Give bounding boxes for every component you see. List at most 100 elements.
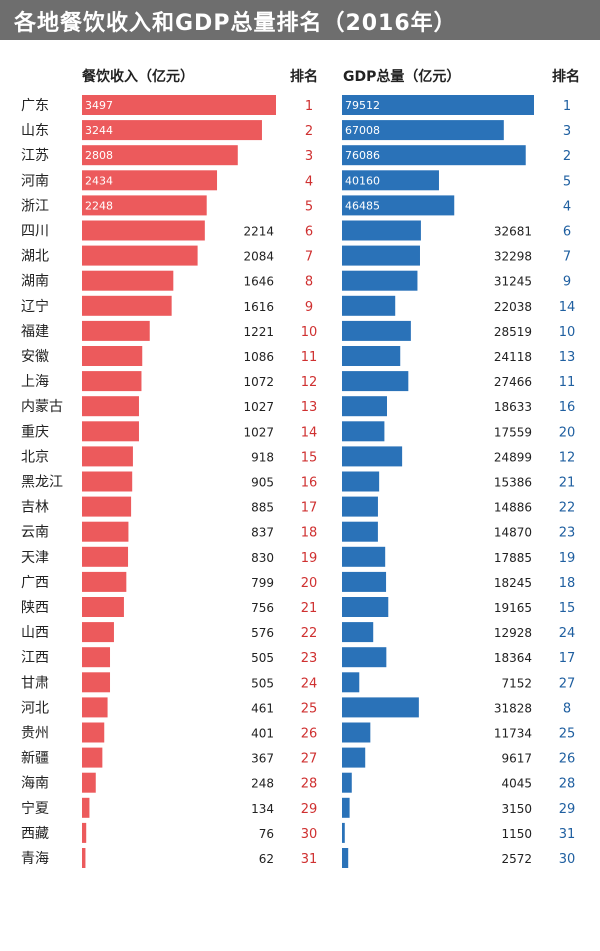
gdp-rank-label: 18 xyxy=(559,576,576,591)
province-label: 青海 xyxy=(21,851,49,867)
gdp-rank-label: 14 xyxy=(559,300,576,315)
province-label: 广东 xyxy=(21,98,49,114)
catering-rank-label: 16 xyxy=(301,476,318,491)
catering-rank-label: 14 xyxy=(301,425,318,440)
catering-bar xyxy=(82,722,105,743)
gdp-bar xyxy=(342,672,360,693)
gdp-rank-label: 27 xyxy=(559,676,576,691)
catering-bar xyxy=(82,571,127,592)
catering-bar xyxy=(82,496,132,517)
gdp-value-label: 17885 xyxy=(494,551,532,565)
catering-rank-label: 29 xyxy=(301,802,318,817)
catering-value-label: 505 xyxy=(251,676,274,690)
gdp-value-label: 7152 xyxy=(501,676,532,690)
catering-value-label: 905 xyxy=(251,476,274,490)
gdp-bar xyxy=(342,848,349,868)
province-label: 甘肃 xyxy=(21,675,49,691)
province-label: 福建 xyxy=(21,324,49,340)
province-label: 重庆 xyxy=(21,424,49,440)
catering-value-label: 401 xyxy=(251,727,274,741)
catering-value-label: 918 xyxy=(251,450,274,464)
catering-bar xyxy=(82,521,129,542)
gdp-rank-label: 4 xyxy=(563,199,571,214)
gdp-rank-label: 19 xyxy=(559,551,576,566)
gdp-rank-label: 25 xyxy=(559,727,576,742)
gdp-bar xyxy=(342,622,374,643)
gdp-bar xyxy=(342,471,380,492)
gdp-value-label: 67008 xyxy=(345,124,380,137)
catering-value-label: 1027 xyxy=(243,400,274,414)
catering-rank-label: 27 xyxy=(301,752,318,767)
province-label: 湖南 xyxy=(21,274,49,290)
province-label: 河南 xyxy=(21,173,49,189)
gdp-bar xyxy=(342,772,352,793)
gdp-value-label: 14870 xyxy=(494,526,532,540)
gdp-value-label: 32681 xyxy=(494,225,532,239)
catering-rank-label: 10 xyxy=(301,325,318,340)
catering-bar xyxy=(82,346,143,366)
catering-value-label: 505 xyxy=(251,651,274,665)
gdp-bar xyxy=(342,120,504,141)
gdp-value-label: 17559 xyxy=(494,425,532,439)
catering-bar xyxy=(82,195,207,216)
catering-rank-label: 17 xyxy=(301,501,318,516)
catering-bar xyxy=(82,245,198,266)
gdp-bar xyxy=(342,346,401,366)
catering-value-label: 134 xyxy=(251,802,274,816)
catering-rank-label: 7 xyxy=(305,250,313,265)
gdp-rank-label: 16 xyxy=(559,400,576,415)
catering-rank-label: 1 xyxy=(305,99,313,114)
gdp-value-label: 9617 xyxy=(501,752,532,766)
catering-bar xyxy=(82,295,172,316)
catering-rank-label: 30 xyxy=(301,827,318,842)
gdp-bar xyxy=(342,747,366,768)
catering-bar xyxy=(82,371,142,392)
catering-bar xyxy=(82,697,108,718)
gdp-rank-header: 排名 xyxy=(552,69,580,85)
catering-value-label: 756 xyxy=(251,601,274,615)
province-label: 天津 xyxy=(21,550,49,566)
catering-value-label: 2084 xyxy=(243,250,274,264)
gdp-rank-label: 28 xyxy=(559,777,576,792)
gdp-value-label: 24899 xyxy=(494,450,532,464)
gdp-bar xyxy=(342,245,420,266)
gdp-bar xyxy=(342,597,389,617)
province-label: 山西 xyxy=(21,625,49,641)
province-label: 北京 xyxy=(21,449,49,465)
catering-bar xyxy=(82,848,86,868)
catering-value-label: 2808 xyxy=(85,149,113,162)
province-label: 黑龙江 xyxy=(21,475,63,491)
province-label: 江西 xyxy=(21,650,49,666)
catering-rank-label: 23 xyxy=(301,651,318,666)
chart-title: 各地餐饮收入和GDP总量排名（2016年） xyxy=(14,11,457,36)
gdp-value-label: 2572 xyxy=(501,852,532,866)
gdp-rank-label: 5 xyxy=(563,174,571,189)
gdp-value-label: 28519 xyxy=(494,325,532,339)
catering-rank-label: 15 xyxy=(301,450,318,465)
catering-rank-label: 4 xyxy=(305,174,313,189)
province-label: 安徽 xyxy=(21,349,49,365)
gdp-rank-label: 17 xyxy=(559,651,576,666)
province-label: 内蒙古 xyxy=(21,399,63,415)
catering-value-label: 2248 xyxy=(85,199,113,212)
catering-bar xyxy=(82,421,139,442)
catering-value-label: 367 xyxy=(251,752,274,766)
catering-rank-label: 13 xyxy=(301,400,318,415)
province-label: 陕西 xyxy=(21,600,49,616)
catering-bar xyxy=(82,772,96,793)
catering-bar xyxy=(82,622,114,643)
gdp-rank-label: 31 xyxy=(559,827,576,842)
catering-rank-label: 25 xyxy=(301,701,318,716)
catering-bar xyxy=(82,597,124,617)
gdp-rank-label: 9 xyxy=(563,275,571,290)
province-label: 新疆 xyxy=(21,751,49,767)
gdp-rank-label: 30 xyxy=(559,852,576,867)
catering-rank-label: 8 xyxy=(305,275,313,290)
gdp-bar xyxy=(342,396,387,417)
catering-bar xyxy=(82,120,262,141)
gdp-header: GDP总量（亿元） xyxy=(343,69,461,85)
catering-value-label: 76 xyxy=(259,827,274,841)
gdp-rank-label: 29 xyxy=(559,802,576,817)
catering-bar xyxy=(82,95,276,115)
